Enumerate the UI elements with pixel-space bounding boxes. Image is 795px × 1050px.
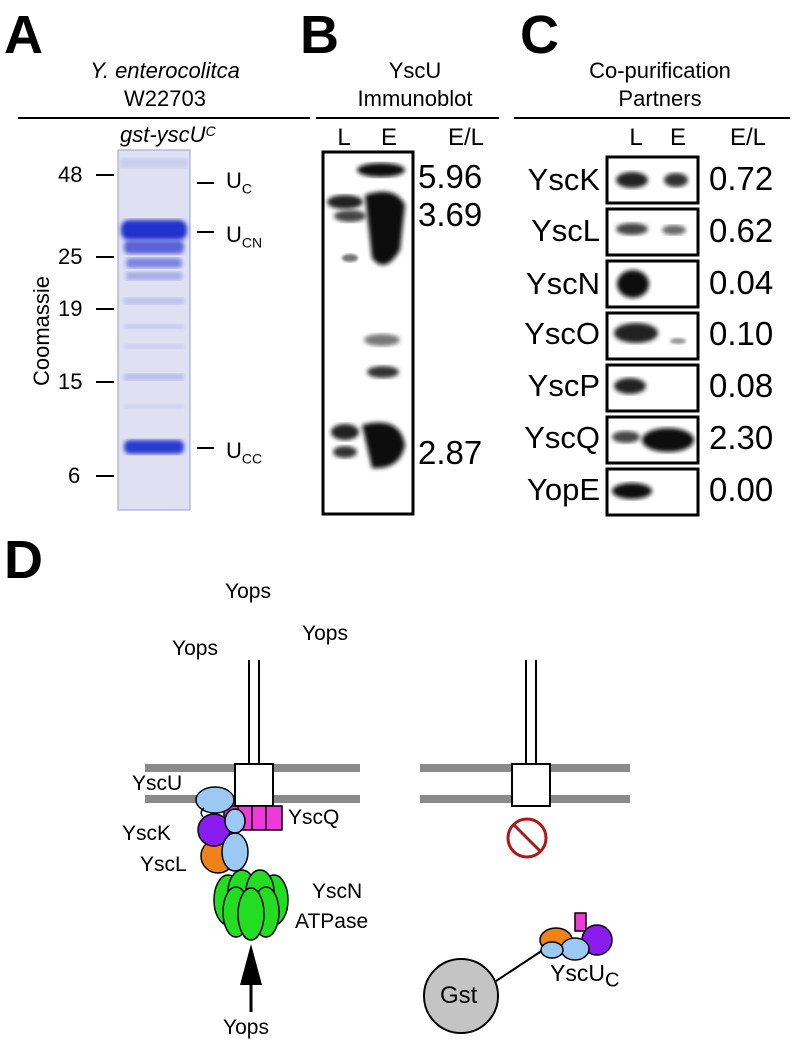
band-label-ucc-text: U xyxy=(226,438,242,463)
gst-shape xyxy=(423,958,499,1034)
marker-15: 15 xyxy=(58,369,83,394)
panel-b-divider xyxy=(316,117,499,119)
row-ratio-yscn: 0.04 xyxy=(709,264,774,301)
yscu-label: YscU xyxy=(132,772,183,795)
yops-label-right: Yops xyxy=(302,622,348,645)
row-name-yscn: YscN xyxy=(525,266,600,301)
panel-d-label: D xyxy=(4,530,43,590)
copurification-blots xyxy=(605,155,700,517)
band-label-ucn: UCN xyxy=(226,222,262,250)
row-name-yscq: YscQ xyxy=(524,420,600,455)
construct-subscript: C xyxy=(205,123,216,139)
marker-6: 6 xyxy=(68,463,81,488)
blot-yscn xyxy=(605,259,700,309)
row-ratio-ysco: 0.10 xyxy=(709,315,774,352)
panel-c-lane-l: L xyxy=(629,124,643,151)
row-ratio-yscl: 0.62 xyxy=(709,212,774,249)
panel-b-title-2: Immunoblot xyxy=(357,86,473,111)
immunoblot xyxy=(321,150,415,516)
band-label-uc: UC xyxy=(226,168,252,196)
panel-c-lane-el: E/L xyxy=(729,124,767,151)
panel-b-lane-e: E xyxy=(380,124,397,151)
yops-entry-arrow xyxy=(240,944,262,1012)
panel-b-ratio-1: 5.96 xyxy=(418,158,483,195)
band-label-ucc: UCC xyxy=(226,438,262,466)
yops-label-bottom: Yops xyxy=(223,1016,269,1039)
band-label-ucc-sub: CC xyxy=(241,450,263,467)
panel-c-divider xyxy=(514,117,790,119)
yscn-atpase-shape xyxy=(213,869,289,941)
yscuc-subscript: C xyxy=(604,969,620,992)
row-ratio-ysck: 0.72 xyxy=(709,160,774,197)
ysck-label: YscK xyxy=(122,822,172,845)
panel-a-divider xyxy=(18,117,310,119)
marker-25: 25 xyxy=(58,244,83,269)
strain-label: W22703 xyxy=(124,86,206,111)
band-label-ucn-text: U xyxy=(226,222,242,247)
marker-48: 48 xyxy=(58,162,83,187)
construct-label: gst-yscUC xyxy=(120,122,216,148)
gst-label: Gst xyxy=(440,982,478,1009)
panel-a-label: A xyxy=(4,5,43,65)
panel-b-lane-el: E/L xyxy=(447,124,485,151)
row-name-ysco: YscO xyxy=(524,316,600,351)
yscn-label: YscN xyxy=(312,880,363,903)
prohibit-icon xyxy=(506,817,548,859)
yops-label-top: Yops xyxy=(225,580,271,603)
panel-c-lane-e: E xyxy=(669,124,686,151)
panel-b-ratio-3: 2.87 xyxy=(418,434,483,471)
band-ucc xyxy=(124,440,184,454)
row-name-yope: YopE xyxy=(527,472,600,507)
marker-ticks xyxy=(96,174,214,477)
band-label-ucn-sub: CN xyxy=(241,234,263,251)
yscq-label: YscQ xyxy=(288,806,340,829)
injectisome-left xyxy=(234,660,274,807)
row-name-yscp: YscP xyxy=(527,368,600,403)
yops-label-left: Yops xyxy=(172,637,218,660)
atpase-label: ATPase xyxy=(295,910,369,933)
organism-label: Y. enterocolitca xyxy=(90,58,240,83)
injectisome-right xyxy=(511,660,551,807)
band-label-uc-text: U xyxy=(226,168,242,193)
panel-b-title-1: YscU xyxy=(388,58,442,83)
row-ratio-yope: 0.00 xyxy=(709,471,774,508)
band-ucn xyxy=(121,220,187,240)
coomassie-gel xyxy=(117,149,191,511)
panel-c-label: C xyxy=(520,5,559,65)
row-name-ysck: YscK xyxy=(527,162,600,197)
yscuc-label: YscUC xyxy=(550,960,619,993)
panel-b-label: B xyxy=(300,5,339,65)
yscl-label: YscL xyxy=(140,853,187,876)
yscuc-text: YscU xyxy=(550,960,605,986)
row-name-yscl: YscL xyxy=(531,213,600,248)
panel-c-title-1: Co-purification xyxy=(589,58,731,83)
band-label-uc-sub: C xyxy=(241,180,253,197)
panel-b-ratio-2: 3.69 xyxy=(418,196,483,233)
blot-yscp xyxy=(605,363,700,413)
construct-text: gst-yscU xyxy=(120,122,206,147)
row-ratio-yscq: 2.30 xyxy=(709,419,774,456)
panel-c-title-2: Partners xyxy=(618,86,702,111)
panel-b-lane-l: L xyxy=(337,124,351,151)
gst-yscuc-fusion xyxy=(423,912,613,1034)
row-ratio-yscp: 0.08 xyxy=(709,367,774,404)
yscu-shape xyxy=(195,786,235,814)
marker-19: 19 xyxy=(58,296,83,321)
